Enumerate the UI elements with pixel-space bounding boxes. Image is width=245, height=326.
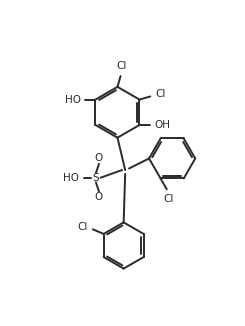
Text: OH: OH bbox=[154, 120, 170, 130]
Text: HO: HO bbox=[63, 173, 79, 183]
Text: Cl: Cl bbox=[155, 89, 165, 99]
Text: Cl: Cl bbox=[116, 62, 126, 71]
Text: Cl: Cl bbox=[78, 222, 88, 232]
Text: O: O bbox=[95, 192, 103, 202]
Text: O: O bbox=[95, 154, 103, 163]
Text: Cl: Cl bbox=[163, 194, 173, 204]
Text: S: S bbox=[93, 173, 99, 183]
Text: HO: HO bbox=[65, 95, 81, 105]
